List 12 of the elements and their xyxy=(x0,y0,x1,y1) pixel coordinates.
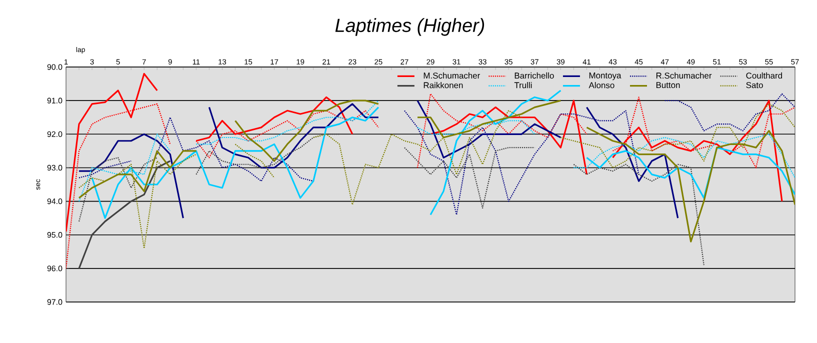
line-series xyxy=(78,160,171,270)
legend-label: Raikkonen xyxy=(424,82,463,88)
legend-label: Button xyxy=(656,82,680,88)
chart-title: Laptimes (Higher) xyxy=(335,18,484,36)
legend-label: Montoya xyxy=(589,72,622,80)
legend-label: Trulli xyxy=(514,82,532,88)
legend-label: Alonso xyxy=(588,82,614,88)
legend-label: Barrichello xyxy=(514,72,554,79)
legend-label: R.Schumacher xyxy=(656,72,712,79)
legend-label: Coulthard xyxy=(746,72,782,79)
legend-label: M.Schumacher xyxy=(424,72,480,79)
legend-label: Sato xyxy=(746,82,763,88)
